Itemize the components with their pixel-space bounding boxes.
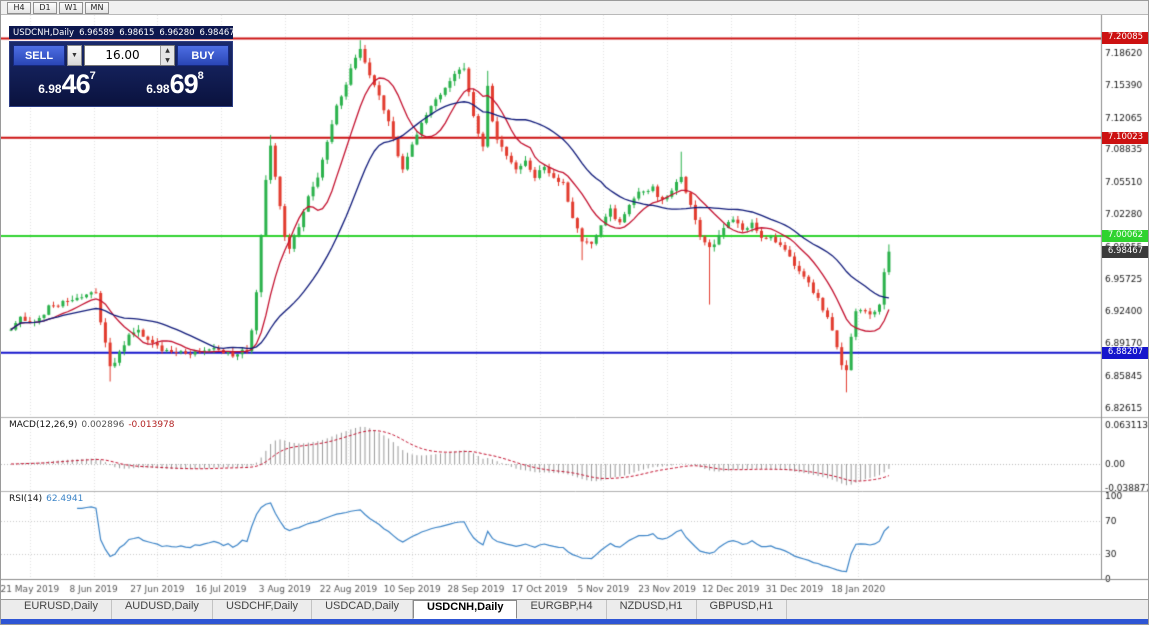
spin-down-icon[interactable]: ▼ [165, 56, 170, 64]
chart-tab-bar: EURUSD,Daily AUDUSD,Daily USDCHF,Daily USDC… [1, 599, 1148, 619]
macd-signal-value: -0.013978 [128, 420, 175, 430]
chart-tab-gbpusd-h1[interactable]: GBPUSD,H1 [697, 600, 788, 619]
ohlc-high: 6.98615 [119, 27, 155, 38]
chart-title-bar: USDCNH,Daily 6.96589 6.98615 6.96280 6.9… [9, 26, 235, 39]
trade-prices-row: 6.98467 6.98698 [13, 68, 229, 103]
rsi-name: RSI(14) [9, 494, 43, 504]
buy-price-pips: 69 [169, 69, 199, 99]
timeframe-button-mn[interactable]: MN [85, 1, 109, 14]
timeframe-button-w1[interactable]: W1 [59, 1, 83, 14]
buy-price-stem: 6.98 [146, 82, 170, 96]
timeframe-button-d1[interactable]: D1 [33, 1, 57, 14]
window-bottom-strip [1, 619, 1148, 624]
sell-price-stem: 6.98 [38, 82, 62, 96]
ohlc-open: 6.96589 [79, 27, 115, 38]
rsi-value: 62.4941 [46, 494, 84, 504]
ohlc-low: 6.96280 [159, 27, 195, 38]
chart-tab-audusd-daily[interactable]: AUDUSD,Daily [112, 600, 213, 619]
chart-tab-nzdusd-h1[interactable]: NZDUSD,H1 [607, 600, 697, 619]
sell-price-pips: 46 [61, 69, 91, 99]
price-chart-canvas[interactable] [1, 15, 1148, 599]
volume-spinner: ▲ ▼ [160, 46, 174, 65]
buy-price[interactable]: 6.98698 [121, 68, 229, 103]
macd-name: MACD(12,26,9) [9, 420, 78, 430]
macd-indicator-label: MACD(12,26,9) 0.002896 -0.013978 [9, 420, 175, 430]
sell-price-pipette: 7 [89, 70, 96, 82]
macd-main-value: 0.002896 [81, 420, 125, 430]
ohlc-close: 6.98467 [199, 27, 235, 38]
chart-tab-usdchf-daily[interactable]: USDCHF,Daily [213, 600, 313, 619]
spin-up-icon[interactable]: ▲ [165, 47, 170, 54]
volume-field[interactable]: 16.00 ▲ ▼ [84, 45, 175, 66]
volume-dropdown-button[interactable]: ▼ [67, 45, 82, 66]
buy-price-pipette: 8 [197, 70, 204, 82]
sell-button[interactable]: SELL [13, 45, 65, 66]
chart-tab-eurusd-daily[interactable]: EURUSD,Daily [11, 600, 112, 619]
timeframe-button-h4[interactable]: H4 [7, 1, 31, 14]
rsi-indicator-label: RSI(14) 62.4941 [9, 494, 83, 504]
chevron-down-icon: ▼ [71, 52, 78, 59]
chart-tab-eurgbp-h4[interactable]: EURGBP,H4 [517, 600, 607, 619]
sell-price[interactable]: 6.98467 [13, 68, 121, 103]
volume-value: 16.00 [105, 48, 140, 62]
chart-symbol-label: USDCNH,Daily [13, 27, 75, 38]
chart-tab-usdcnh-daily[interactable]: USDCNH,Daily [413, 600, 518, 619]
timeframe-toolbar: H4 D1 W1 MN [1, 1, 1148, 15]
trade-controls-row: SELL ▼ 16.00 ▲ ▼ BUY [13, 45, 229, 66]
chart-tab-usdcad-daily[interactable]: USDCAD,Daily [312, 600, 414, 619]
buy-button[interactable]: BUY [177, 45, 229, 66]
one-click-trading-panel: SELL ▼ 16.00 ▲ ▼ BUY 6.98467 6.98698 [9, 41, 233, 107]
